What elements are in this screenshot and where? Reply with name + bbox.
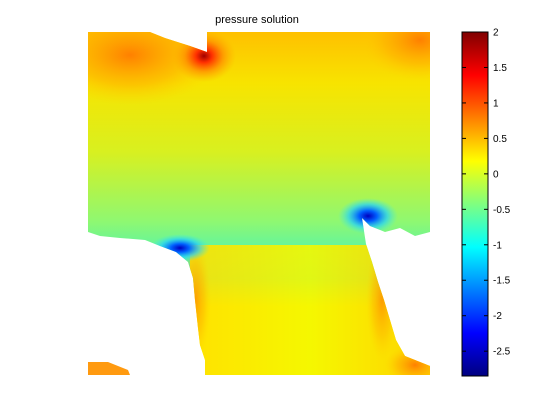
colorbar-tick-label: 0 [493,169,499,180]
colorbar-tick-label: -0.5 [493,205,511,216]
field-bottom-right-warm [385,345,430,375]
min-coldspot-left [150,234,210,262]
colorbar-tick-label: 1 [493,98,499,109]
heatmap-corner-patch [88,362,130,375]
chart-title: pressure solution [215,14,299,26]
colorbar-tick-label: -1.5 [493,276,511,287]
field-right-stem-warm [366,240,398,360]
colorbar-tick-label: -2.5 [493,347,511,358]
colorbar-tick-label: 1.5 [493,63,507,74]
colorbar-tick-label: 2 [493,28,499,39]
field-top-right-warm [360,32,430,80]
colorbar-gradient [461,31,489,377]
colorbar-tick-label: 0.5 [493,134,507,145]
max-hotspot [172,32,236,82]
min-coldspot-right [338,198,398,234]
colorbar-tick-label: -1 [493,240,502,251]
heatmap-field [88,32,430,375]
field-top-left-warm [88,32,220,105]
colorbar-ticks: 2 1.5 1 0.5 0 -0.5 -1 -1.5 -2 -2.5 [462,28,511,358]
colorbar: 2 1.5 1 0.5 0 -0.5 -1 -1.5 -2 -2.5 [461,28,511,377]
colorbar-tick-label: -2 [493,311,502,322]
